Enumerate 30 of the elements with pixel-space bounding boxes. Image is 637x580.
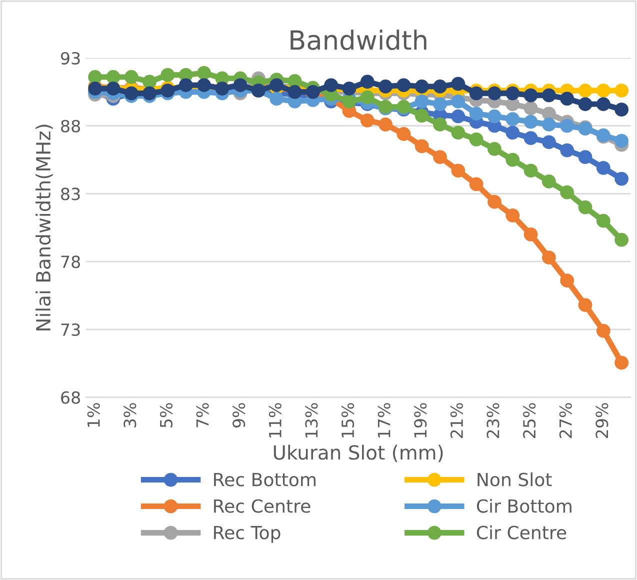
x-tick-label: 11% bbox=[268, 403, 282, 438]
x-tick-label: 25% bbox=[523, 403, 536, 438]
x-tick-label: 9% bbox=[232, 403, 246, 428]
x-tick-label: 27% bbox=[559, 403, 572, 438]
x-tick-label: 23% bbox=[486, 403, 500, 438]
legend-label: Non Slot bbox=[478, 472, 552, 486]
y-tick-label: 93 bbox=[60, 52, 80, 65]
x-tick-label: 17% bbox=[378, 403, 390, 438]
y-tick-label: 78 bbox=[61, 256, 80, 268]
x-tick-label: 7% bbox=[196, 403, 209, 428]
x-tick-label: 1% bbox=[87, 403, 100, 427]
x-tick-label: 13% bbox=[305, 403, 318, 438]
y-tick-label: 68 bbox=[61, 391, 80, 404]
x-tick-label: 3% bbox=[124, 403, 136, 428]
legend-label: Rec Top bbox=[214, 526, 280, 543]
y-axis-title: Nilai Bandwidth(MHz) bbox=[36, 124, 53, 330]
x-tick-label: 15% bbox=[341, 403, 354, 438]
x-tick-label: 29% bbox=[596, 403, 608, 438]
chart-title: Bandwidth bbox=[290, 30, 426, 50]
x-axis-title: Ukuran Slot (mm) bbox=[274, 444, 443, 462]
x-tick-label: 21% bbox=[450, 403, 463, 438]
x-tick-label: 19% bbox=[414, 403, 427, 438]
legend-label: Rec Centre bbox=[214, 499, 310, 513]
legend-label: Rec Bottom bbox=[214, 472, 316, 486]
x-tick-label: 5% bbox=[160, 403, 173, 428]
y-tick-label: 88 bbox=[61, 120, 80, 132]
legend-label: Cir Bottom bbox=[476, 498, 572, 513]
y-tick-label: 83 bbox=[61, 188, 80, 200]
legend-label: Cir Centre bbox=[476, 525, 566, 540]
y-tick-label: 73 bbox=[61, 323, 80, 336]
